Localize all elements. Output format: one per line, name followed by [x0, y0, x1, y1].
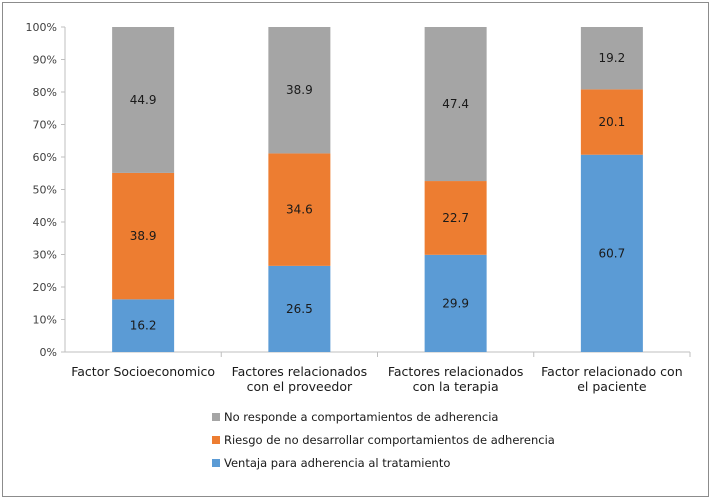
data-label: 34.6	[286, 203, 313, 217]
data-labels: 16.2 38.9 44.9 26.5 34.6 38.9 29.9 22.7 47.4 60.7…	[130, 51, 625, 332]
category-label: Factores relacionados	[232, 364, 368, 379]
y-tick-label: 100%	[26, 21, 57, 34]
y-tick-label: 80%	[33, 86, 57, 99]
legend: No responde a comportamientos de adheren…	[212, 410, 555, 470]
legend-swatch	[212, 436, 220, 444]
y-tick-label: 20%	[33, 281, 57, 294]
data-label: 26.5	[286, 302, 313, 316]
data-label: 16.2	[130, 319, 157, 333]
y-tick-label: 60%	[33, 151, 57, 164]
data-label: 38.9	[286, 83, 313, 97]
bar-segment	[424, 27, 487, 182]
bars	[112, 27, 643, 352]
legend-swatch	[212, 459, 220, 467]
data-label: 29.9	[442, 296, 469, 310]
data-label: 22.7	[442, 211, 469, 225]
bar-segment	[424, 181, 487, 255]
y-tick-label: 50%	[33, 184, 57, 197]
data-label: 19.2	[599, 51, 626, 65]
bar-segment	[580, 154, 643, 352]
y-tick-label: 40%	[33, 216, 57, 229]
category-label: con el proveedor	[247, 379, 353, 394]
category-label: Factores relacionados	[388, 364, 524, 379]
legend-label: Riesgo de no desarrollar comportamientos…	[224, 433, 555, 447]
y-tick-label: 70%	[33, 119, 57, 132]
data-label: 44.9	[130, 93, 157, 107]
y-tick-label: 0%	[40, 346, 57, 359]
category-label: Factor Socioeconomico	[71, 364, 215, 379]
y-tick-label: 90%	[33, 54, 57, 67]
bar-segment	[424, 254, 487, 352]
data-label: 47.4	[442, 97, 469, 111]
bar-segment	[580, 89, 643, 155]
bar-segment	[580, 27, 643, 90]
category-labels: Factor Socioeconomico Factores relacionad…	[71, 364, 682, 394]
data-label: 60.7	[599, 246, 626, 260]
data-label: 20.1	[599, 115, 626, 129]
bar-segment	[268, 27, 331, 154]
category-label: Factor relacionado con	[541, 364, 683, 379]
y-tick-label: 10%	[33, 314, 57, 327]
bar-segment	[112, 299, 175, 352]
data-label: 38.9	[130, 229, 157, 243]
category-label: el paciente	[577, 379, 647, 394]
bar-segment	[112, 172, 175, 300]
bar-segment	[112, 27, 175, 173]
y-tick-label: 30%	[33, 249, 57, 262]
bar-segment	[268, 153, 331, 266]
category-label: con la terapia	[413, 379, 499, 394]
bar-segment	[268, 265, 331, 352]
legend-label: No responde a comportamientos de adheren…	[224, 410, 498, 424]
legend-swatch	[212, 413, 220, 421]
legend-label: Ventaja para adherencia al tratamiento	[224, 456, 450, 470]
